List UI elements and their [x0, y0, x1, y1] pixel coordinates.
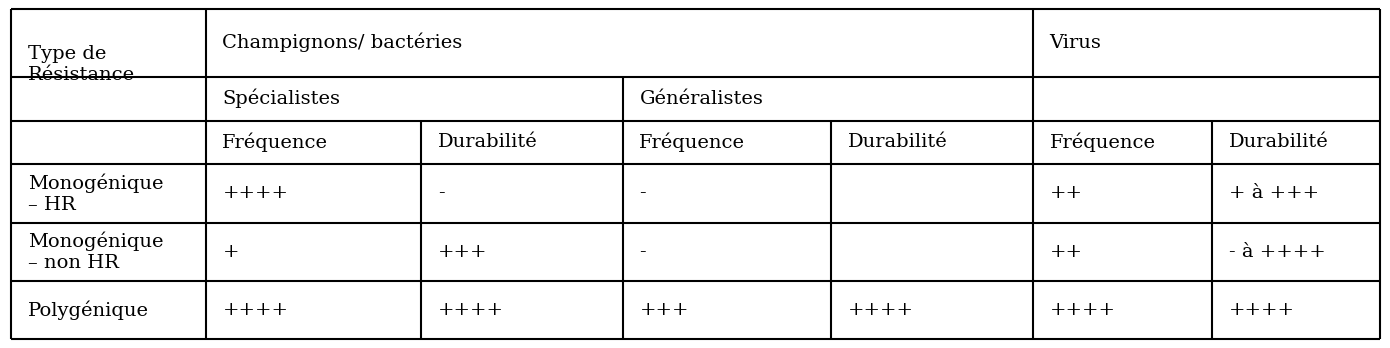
Text: Durabilité: Durabilité — [848, 133, 948, 151]
Text: -: - — [639, 184, 646, 203]
Text: + à +++: + à +++ — [1229, 184, 1319, 203]
Text: Fréquence: Fréquence — [222, 133, 328, 152]
Text: -: - — [438, 184, 445, 203]
Text: ++++: ++++ — [1049, 301, 1115, 319]
Text: +: + — [222, 243, 239, 261]
Text: Polygénique: Polygénique — [28, 300, 149, 320]
Text: ++++: ++++ — [438, 301, 503, 319]
Text: - à ++++: - à ++++ — [1229, 243, 1326, 261]
Text: Durabilité: Durabilité — [438, 133, 538, 151]
Text: Fréquence: Fréquence — [639, 133, 745, 152]
Text: ++: ++ — [1049, 184, 1083, 203]
Text: Généralistes: Généralistes — [639, 90, 763, 108]
Text: Monogénique
– HR: Monogénique – HR — [28, 173, 163, 214]
Text: ++++: ++++ — [222, 301, 288, 319]
Text: Durabilité: Durabilité — [1229, 133, 1329, 151]
Text: Spécialistes: Spécialistes — [222, 89, 341, 108]
Text: ++++: ++++ — [222, 184, 288, 203]
Text: Virus: Virus — [1049, 34, 1101, 52]
Text: Monogénique
– non HR: Monogénique – non HR — [28, 232, 163, 272]
Text: ++: ++ — [1049, 243, 1083, 261]
Text: ++++: ++++ — [848, 301, 913, 319]
Text: -: - — [639, 243, 646, 261]
Text: Type de
Résistance: Type de Résistance — [28, 45, 135, 84]
Text: +++: +++ — [639, 301, 689, 319]
Text: ++++: ++++ — [1229, 301, 1294, 319]
Text: Champignons/ bactéries: Champignons/ bactéries — [222, 33, 463, 53]
Text: Fréquence: Fréquence — [1049, 133, 1155, 152]
Text: +++: +++ — [438, 243, 488, 261]
